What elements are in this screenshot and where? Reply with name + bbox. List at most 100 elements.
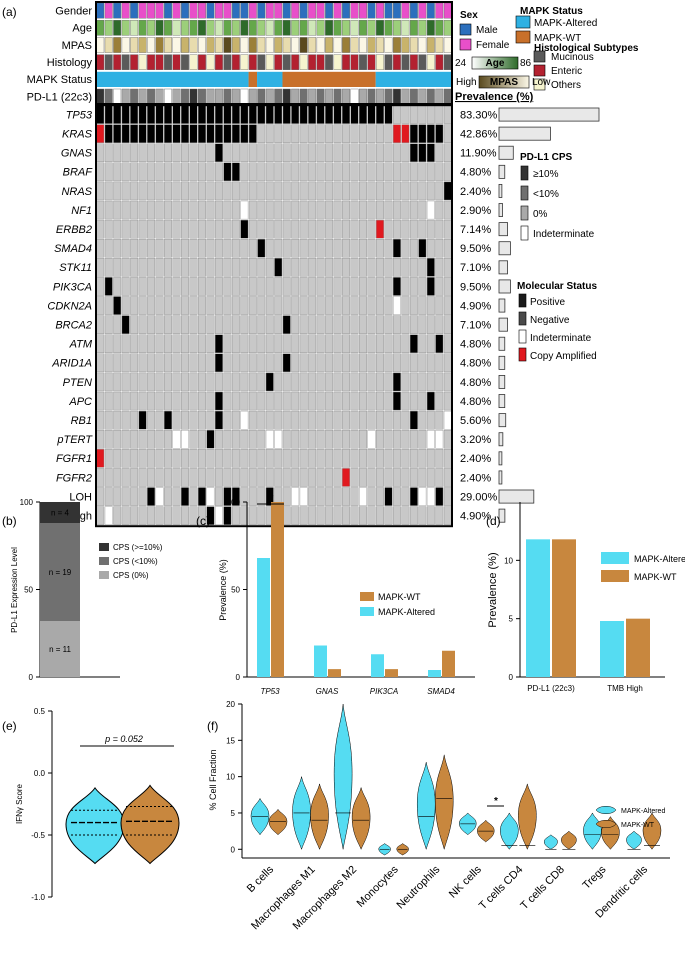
gene-cell <box>376 105 384 124</box>
prevalence-bar <box>498 164 506 179</box>
prevalence-bar <box>498 222 508 237</box>
gene-cell <box>418 162 427 182</box>
gene-cell <box>299 487 308 506</box>
panel-b-segment <box>40 502 80 523</box>
gene-cell <box>147 162 156 182</box>
gene-cell <box>147 430 156 449</box>
gene-cell <box>181 238 189 258</box>
gene-cell <box>299 372 308 392</box>
gene-cell <box>198 334 206 354</box>
gene-cell <box>443 506 452 525</box>
gene-cell <box>401 487 410 506</box>
track-cell-mpas_levels <box>333 37 342 53</box>
prevalence-bar <box>498 470 503 485</box>
track-cell-pdl1 <box>299 88 308 105</box>
gene-cell <box>257 277 266 296</box>
gene-cell <box>350 449 359 468</box>
gene-cell <box>231 468 240 487</box>
gene-cell <box>257 200 266 220</box>
gene-cell <box>172 162 181 182</box>
gene-cell <box>248 487 257 506</box>
gene-cell <box>376 449 384 468</box>
gene-cell <box>409 334 418 354</box>
gene-cell <box>418 277 427 296</box>
gene-cell <box>308 277 317 296</box>
panel-b-ytick-label: 0 <box>29 673 34 682</box>
track-cell-mpas_levels <box>96 37 105 53</box>
legend-pdl1-label: 0% <box>533 209 548 220</box>
gene-cell <box>164 181 172 201</box>
gene-cell <box>392 506 401 525</box>
gene-cell <box>223 468 232 487</box>
gene-cell <box>265 410 274 430</box>
gene-cell <box>104 334 113 354</box>
track-cell-age_levels <box>248 20 257 36</box>
gene-cell <box>418 143 427 162</box>
gene-cell <box>164 296 172 315</box>
gene-cell <box>367 258 376 277</box>
gene-cell <box>96 372 105 392</box>
gene-cell <box>426 410 435 430</box>
gene-cell <box>248 181 257 201</box>
panel-d-xtick-label: TMB High <box>607 684 643 693</box>
track-cell-age_levels <box>206 20 215 36</box>
track-cell-histology <box>189 54 198 70</box>
gene-cell <box>342 124 350 143</box>
gene-cell <box>392 143 401 162</box>
panel-d-bar <box>526 539 550 677</box>
gene-cell <box>257 468 266 487</box>
panel-b-ytick-label: 50 <box>24 586 33 595</box>
panel-f-ytick-label: 20 <box>226 700 235 709</box>
gene-cell <box>138 334 147 354</box>
gene-cell <box>418 391 427 411</box>
gene-cell <box>172 200 181 220</box>
gene-cell <box>392 162 401 182</box>
track-cell-gender <box>155 2 164 19</box>
violin-shape <box>268 808 288 836</box>
track-cell-pdl1 <box>147 88 156 105</box>
gene-cell <box>342 315 350 334</box>
gene-cell <box>248 277 257 296</box>
gene-cell <box>350 181 359 201</box>
gene-cell <box>333 468 342 487</box>
gene-cell <box>350 105 359 124</box>
gene-cell <box>113 487 122 506</box>
gene-cell <box>274 430 283 449</box>
panel-d-legend-label: MAPK-Altered <box>634 554 685 564</box>
gene-cell <box>392 219 401 239</box>
panel-c-ytick-label: 50 <box>231 586 240 595</box>
gene-cell <box>96 449 105 468</box>
legend-age-min: 24 <box>455 58 467 69</box>
gene-cell <box>435 219 444 239</box>
gene-cell <box>435 258 444 277</box>
gene-cell <box>426 315 435 334</box>
gene-cell <box>138 219 147 239</box>
gene-cell <box>96 238 105 258</box>
panel-d-ytick-label: 0 <box>509 673 514 682</box>
gene-cell <box>189 238 198 258</box>
gene-cell <box>409 219 418 239</box>
panel-f-legend-label: MAPK-WT <box>621 822 655 829</box>
gene-cell <box>409 105 418 124</box>
gene-cell <box>231 353 240 373</box>
gene-cell <box>172 468 181 487</box>
gene-cell <box>426 487 435 506</box>
gene-cell <box>206 124 215 143</box>
gene-cell <box>189 430 198 449</box>
gene-cell <box>325 296 334 315</box>
gene-cell <box>198 353 206 373</box>
gene-cell <box>359 296 367 315</box>
gene-cell <box>130 506 139 525</box>
gene-cell <box>223 200 232 220</box>
track-cell-mpas_levels <box>350 37 359 53</box>
gene-cell <box>96 487 105 506</box>
track-cell-histology <box>147 54 156 70</box>
legend-mpas-bar <box>478 75 530 89</box>
gene-cell <box>164 105 172 124</box>
gene-cell <box>443 219 452 239</box>
panel-b-segment-label: n = 19 <box>49 568 72 577</box>
gene-cell <box>359 181 367 201</box>
gene-cell <box>392 277 401 296</box>
gene-cell <box>130 143 139 162</box>
track-cell-gender <box>367 2 376 19</box>
